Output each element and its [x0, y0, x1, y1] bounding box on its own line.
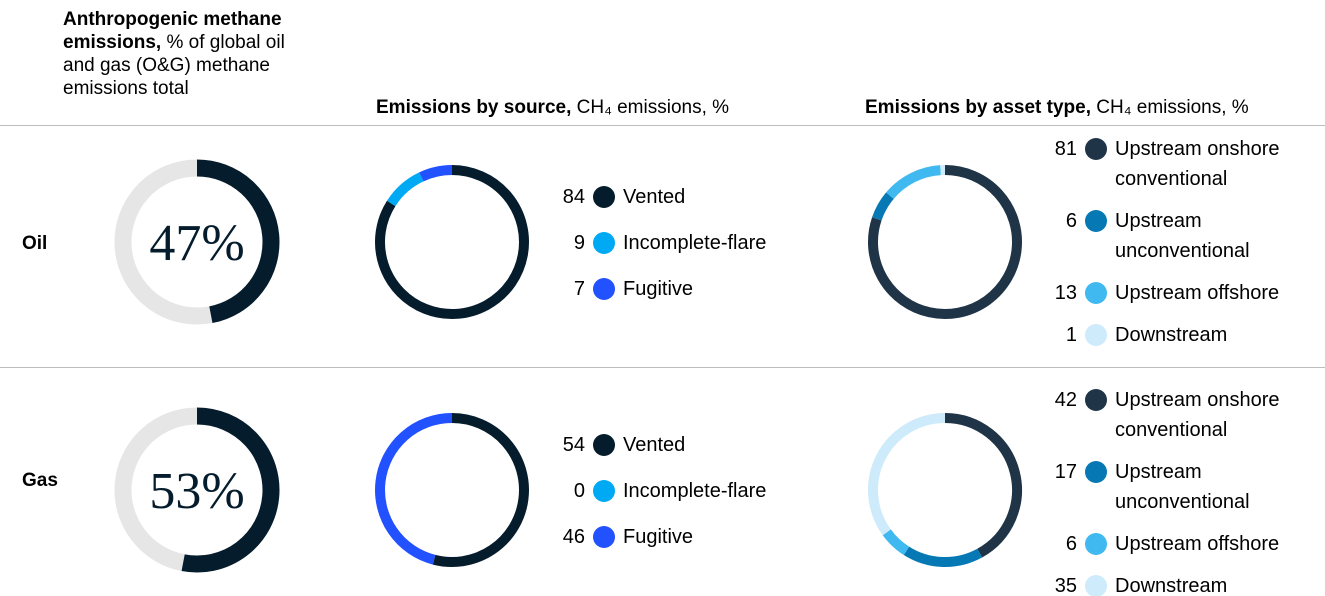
legend-label: Vented — [623, 434, 686, 456]
value-label: 84 — [562, 186, 585, 208]
legend-label: Downstream — [1115, 324, 1228, 346]
legend-swatch — [593, 232, 615, 254]
legend-swatch — [593, 526, 615, 548]
donut-segment — [375, 165, 529, 319]
legend-swatch — [593, 186, 615, 208]
gauge-arc — [196, 159, 280, 324]
legend-swatch — [593, 278, 615, 300]
legend-label: Upstream unconventional — [1115, 210, 1250, 262]
legend-item: 84 Vented — [545, 182, 818, 212]
donut-segment — [386, 172, 424, 207]
column-header: Emissions by source, CH₄ emissions, % — [376, 96, 729, 119]
legend-item: 1 Downstream — [1037, 320, 1310, 350]
donut-segment — [886, 165, 942, 199]
legend-item: 9 Incomplete-flare — [545, 228, 818, 258]
value-label: 42 — [1054, 389, 1077, 411]
legend: 42 Upstream onshore conventional 17 Upstrea… — [1037, 385, 1310, 596]
legend-item: 54 Vented — [545, 430, 818, 460]
donut-segment — [432, 413, 529, 567]
legend: 84 Vented 9 Incomplete-flare 7 Fugitive — [545, 182, 818, 304]
legend-swatch — [1085, 138, 1107, 160]
column-title: Anthropogenic methane emissions, — [63, 9, 282, 53]
legend-swatch — [1085, 282, 1107, 304]
track — [114, 407, 198, 572]
legend-label: Upstream onshore conventional — [1115, 389, 1280, 441]
legend-item: 42 Upstream onshore conventional — [1037, 385, 1310, 445]
legend-label: Fugitive — [623, 526, 694, 548]
value-label: 46 — [562, 526, 585, 548]
legend-swatch — [1085, 324, 1107, 346]
column-subtitle: CH₄ emissions, % — [1096, 97, 1249, 118]
legend-item: 81 Upstream onshore conventional — [1037, 134, 1310, 194]
value-label: 17 — [1054, 461, 1077, 483]
value-label: 6 — [1065, 210, 1077, 232]
donut-segment — [419, 165, 453, 182]
legend-item: 6 Upstream unconventional — [1037, 206, 1310, 266]
donut-segment — [868, 165, 1022, 319]
legend-item: 46 Fugitive — [545, 522, 818, 552]
track — [114, 159, 213, 325]
divider — [0, 367, 1325, 368]
legend-swatch — [1085, 575, 1107, 596]
value-label: 81 — [1054, 138, 1077, 160]
donut-segment — [882, 529, 910, 556]
legend-swatch — [1085, 210, 1107, 232]
donut-segment — [944, 413, 1022, 558]
donut-segment — [375, 413, 453, 565]
legend-item: 17 Upstream unconventional — [1037, 457, 1310, 517]
donut-segment — [868, 413, 946, 536]
column-title: Emissions by asset type, — [865, 97, 1091, 118]
gauge-arc — [181, 407, 280, 573]
value-label: 13 — [1054, 282, 1077, 304]
value-label: 9 — [573, 232, 585, 254]
legend-label: Upstream unconventional — [1115, 461, 1250, 513]
legend-swatch — [1085, 389, 1107, 411]
column-subtitle: % of global oil and gas (O&G) methane em… — [63, 32, 285, 99]
legend-label: Upstream offshore — [1115, 533, 1280, 555]
legend-swatch — [1085, 533, 1107, 555]
value-label: 47% — [149, 215, 244, 272]
column-title: Emissions by source, — [376, 97, 572, 118]
row-label: Oil — [22, 233, 48, 254]
legend: 81 Upstream onshore conventional 6 Upstream… — [1037, 134, 1310, 350]
legend-label: Upstream offshore — [1115, 282, 1280, 304]
divider — [0, 125, 1325, 126]
legend-item: 6 Upstream offshore — [1037, 529, 1310, 559]
legend-label: Vented — [623, 186, 686, 208]
legend-swatch — [1085, 461, 1107, 483]
donut-segment — [903, 546, 983, 567]
column-subtitle: CH₄ emissions, % — [576, 97, 730, 118]
value-label: 53% — [149, 463, 244, 520]
value-label: 7 — [573, 278, 585, 300]
legend-item: 7 Fugitive — [545, 274, 818, 304]
legend-item: 0 Incomplete-flare — [545, 476, 818, 506]
legend-label: Downstream — [1115, 575, 1228, 596]
column-header: Emissions by asset type, CH₄ emissions, … — [865, 96, 1249, 119]
legend: 54 Vented 0 Incomplete-flare 46 Fugitive — [545, 430, 818, 552]
value-label: 35 — [1054, 575, 1077, 596]
legend-label: Incomplete-flare — [623, 232, 767, 254]
row-label: Gas — [22, 470, 58, 491]
legend-item: 13 Upstream offshore — [1037, 278, 1310, 308]
legend-label: Incomplete-flare — [623, 480, 767, 502]
legend-item: 35 Downstream — [1037, 571, 1310, 596]
legend-label: Fugitive — [623, 278, 694, 300]
legend-swatch — [593, 434, 615, 456]
legend-swatch — [593, 480, 615, 502]
value-label: 54 — [562, 434, 585, 456]
column-header: Anthropogenic methane emissions, % of gl… — [63, 8, 313, 100]
value-label: 0 — [573, 480, 585, 502]
legend-label: Upstream onshore conventional — [1115, 138, 1280, 190]
value-label: 6 — [1065, 533, 1077, 555]
value-label: 1 — [1065, 324, 1077, 346]
donut-segment — [872, 192, 894, 221]
